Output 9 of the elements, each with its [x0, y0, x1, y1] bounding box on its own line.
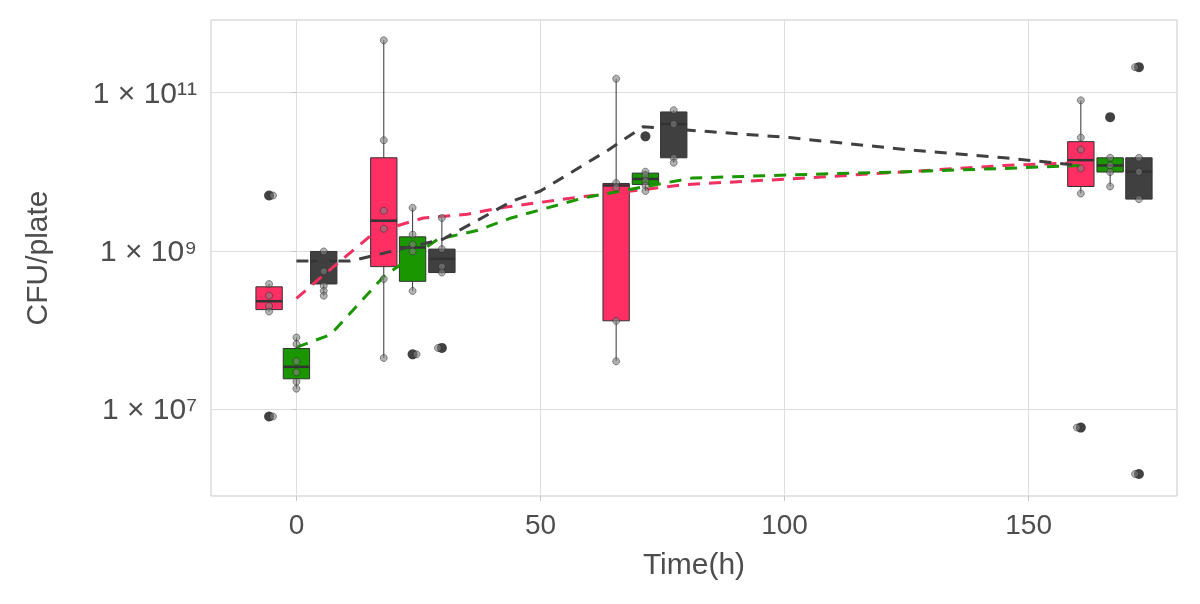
- x-tick-label: 100: [761, 508, 808, 540]
- x-tick-label: 50: [524, 508, 557, 540]
- y-tick-label: 1 × 10⁹: [99, 234, 197, 268]
- x-axis-title: Time(h): [642, 546, 746, 580]
- y-tick-label: 1 × 10¹¹: [92, 76, 197, 110]
- y-axis-title: CFU/plate: [19, 190, 53, 326]
- x-tick-label: 150: [1005, 508, 1052, 540]
- x-tick-label: 0: [288, 508, 305, 540]
- y-tick-label: 1 × 10⁷: [101, 392, 197, 426]
